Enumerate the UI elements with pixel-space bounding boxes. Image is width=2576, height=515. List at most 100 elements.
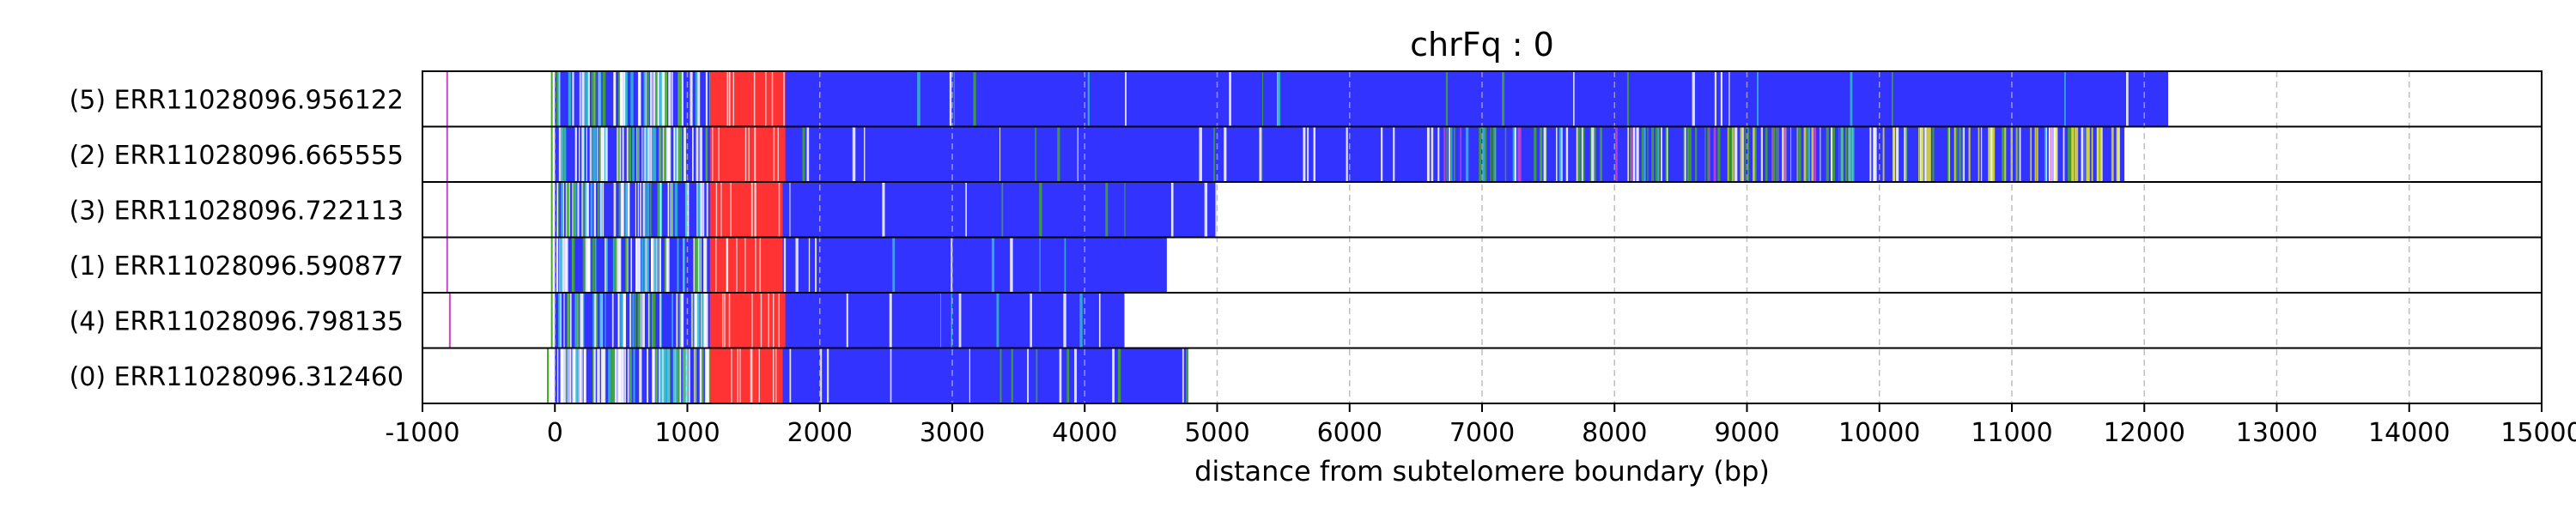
variant-stripe (775, 348, 777, 403)
variant-stripe (1747, 126, 1750, 182)
variant-stripe (1039, 237, 1041, 293)
variant-stripe (1465, 126, 1469, 182)
variant-stripe (572, 348, 574, 403)
variant-stripe (559, 293, 562, 348)
read-label: (3) ERR11028096.722113 (70, 196, 404, 226)
variant-stripe (643, 126, 645, 182)
x-tick-label: 15000 (2500, 418, 2576, 448)
variant-stripe (1765, 126, 1768, 182)
variant-stripe (586, 71, 590, 127)
variant-stripe (1261, 71, 1263, 127)
variant-stripe (638, 71, 641, 127)
variant-stripe (1709, 126, 1710, 182)
variant-stripe (1990, 126, 1993, 182)
variant-stripe (1874, 126, 1877, 182)
variant-stripe (1988, 126, 1991, 182)
x-axis: -1000 0 1000 2000 3000 4000 5000 6000 7000 8000 90… (385, 403, 2576, 448)
variant-stripe (1454, 126, 1455, 182)
variant-stripe (754, 182, 756, 238)
variant-stripe (1027, 348, 1030, 403)
variant-stripe (663, 348, 666, 403)
variant-stripe (1057, 126, 1060, 182)
variant-stripe (653, 237, 657, 293)
read-track: (0) ERR11028096.312460 (70, 348, 1189, 403)
variant-stripe (1087, 71, 1090, 127)
variant-stripe (2036, 126, 2038, 182)
variant-stripe (711, 126, 714, 182)
upstream-mark (550, 237, 553, 293)
variant-stripe (737, 348, 739, 403)
variant-stripe (597, 182, 600, 238)
variant-stripe (611, 348, 616, 403)
variant-stripe (568, 348, 572, 403)
variant-stripe (708, 348, 710, 403)
variant-stripe (996, 293, 999, 348)
variant-stripe (577, 348, 579, 403)
variant-stripe (630, 237, 633, 293)
variant-stripe (949, 71, 952, 127)
variant-stripe (1689, 126, 1692, 182)
variant-stripe (665, 348, 668, 403)
variant-stripe (574, 293, 577, 348)
variant-stripe (1807, 126, 1811, 182)
x-tick-label: 0 (547, 418, 563, 448)
variant-stripe (2100, 126, 2102, 182)
variant-stripe (593, 182, 597, 238)
x-tick-label: 11000 (1971, 418, 2052, 448)
variant-stripe (973, 71, 976, 127)
variant-stripe (890, 348, 892, 403)
variant-stripe (699, 237, 702, 293)
variant-stripe (696, 237, 699, 293)
variant-stripe (939, 293, 942, 348)
variant-stripe (1740, 126, 1743, 182)
variant-stripe (659, 348, 663, 403)
variant-stripe (1695, 126, 1698, 182)
x-tick-label: 13000 (2236, 418, 2318, 448)
variant-stripe (1772, 126, 1776, 182)
variant-stripe (1735, 126, 1738, 182)
variant-stripe (652, 293, 653, 348)
variant-stripe (618, 348, 622, 403)
variant-stripe (649, 71, 653, 127)
variant-stripe (1011, 348, 1013, 403)
variant-stripe (556, 71, 558, 127)
variant-stripe (1798, 126, 1801, 182)
variant-stripe (1182, 348, 1184, 403)
variant-stripe (581, 71, 585, 127)
variant-stripe (999, 348, 1002, 403)
variant-stripe (635, 293, 636, 348)
variant-stripe (695, 293, 697, 348)
variant-stripe (690, 71, 693, 127)
variant-stripe (744, 126, 747, 182)
variant-stripe (1904, 126, 1907, 182)
variant-stripe (649, 182, 652, 238)
variant-stripe (583, 348, 586, 403)
variant-stripe (668, 182, 670, 238)
variant-stripe (643, 71, 647, 127)
variant-stripe (726, 237, 728, 293)
variant-stripe (1502, 71, 1505, 127)
variant-stripe (1450, 126, 1453, 182)
variant-stripe (753, 71, 756, 127)
variant-stripe (663, 126, 666, 182)
repeat-region-bar (555, 348, 1188, 403)
variant-stripe (1445, 71, 1449, 127)
variant-stripe (625, 237, 628, 293)
variant-stripe (626, 126, 629, 182)
variant-stripe (584, 71, 587, 127)
variant-stripe (1893, 126, 1896, 182)
variant-stripe (1720, 71, 1722, 127)
variant-stripe (1313, 126, 1316, 182)
variant-stripe (1581, 126, 1583, 182)
variant-stripe (683, 348, 685, 403)
variant-stripe (1661, 126, 1662, 182)
variant-stripe (1707, 126, 1710, 182)
variant-stripe (684, 348, 689, 403)
variant-stripe (1643, 126, 1646, 182)
variant-stripe (715, 182, 718, 238)
x-axis-label: distance from subtelomere boundary (bp) (1194, 455, 1770, 488)
variant-stripe (2091, 126, 2093, 182)
variant-stripe (771, 71, 774, 127)
variant-stripe (755, 182, 756, 238)
variant-stripe (620, 182, 623, 238)
